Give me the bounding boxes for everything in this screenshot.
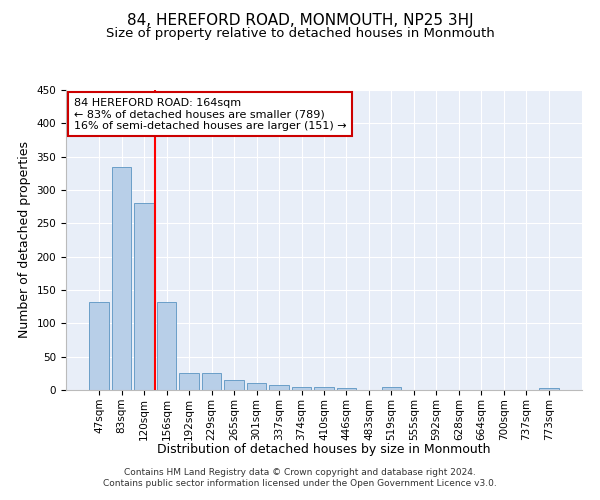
Text: 84 HEREFORD ROAD: 164sqm
← 83% of detached houses are smaller (789)
16% of semi-: 84 HEREFORD ROAD: 164sqm ← 83% of detach… — [74, 98, 346, 130]
Bar — [247, 382, 266, 390]
Bar — [202, 372, 221, 390]
Text: 84, HEREFORD ROAD, MONMOUTH, NP25 3HJ: 84, HEREFORD ROAD, MONMOUTH, NP25 3HJ — [127, 12, 473, 28]
Text: Contains HM Land Registry data © Crown copyright and database right 2024.
Contai: Contains HM Land Registry data © Crown c… — [103, 468, 497, 487]
Bar — [112, 166, 131, 390]
Bar — [539, 388, 559, 390]
Bar — [89, 302, 109, 390]
Bar — [179, 372, 199, 390]
Bar — [337, 388, 356, 390]
Text: Distribution of detached houses by size in Monmouth: Distribution of detached houses by size … — [157, 442, 491, 456]
Text: Size of property relative to detached houses in Monmouth: Size of property relative to detached ho… — [106, 28, 494, 40]
Bar — [292, 386, 311, 390]
Bar — [224, 380, 244, 390]
Y-axis label: Number of detached properties: Number of detached properties — [18, 142, 31, 338]
Bar — [157, 302, 176, 390]
Bar — [134, 204, 154, 390]
Bar — [314, 386, 334, 390]
Bar — [382, 388, 401, 390]
Bar — [269, 386, 289, 390]
